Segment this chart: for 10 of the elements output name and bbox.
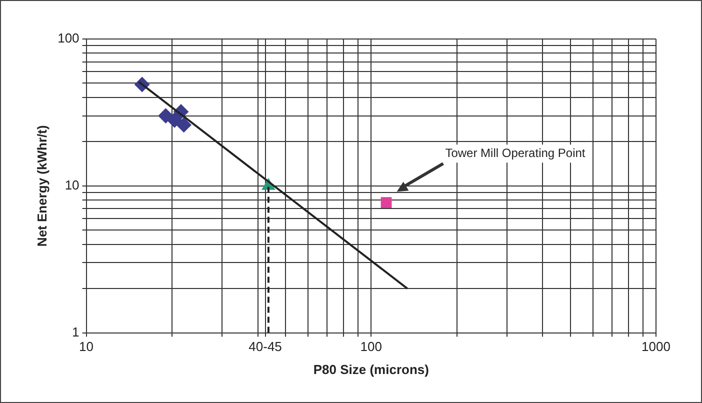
- y-tick-label: 100: [58, 30, 80, 46]
- x-tick-label: 10: [79, 339, 94, 354]
- x-tick-label: 100: [360, 339, 382, 354]
- x-axis-title: P80 Size (microns): [313, 362, 429, 377]
- y-axis-title: Net Energy (kWhr/t): [34, 125, 50, 247]
- x-tick-label: 40-45: [248, 339, 282, 354]
- x-tick-label: 1000: [642, 339, 670, 354]
- y-tick-label: 10: [64, 177, 80, 192]
- y-tick-label: 1: [72, 324, 80, 340]
- annotation: Tower Mill Operating Point: [445, 146, 586, 160]
